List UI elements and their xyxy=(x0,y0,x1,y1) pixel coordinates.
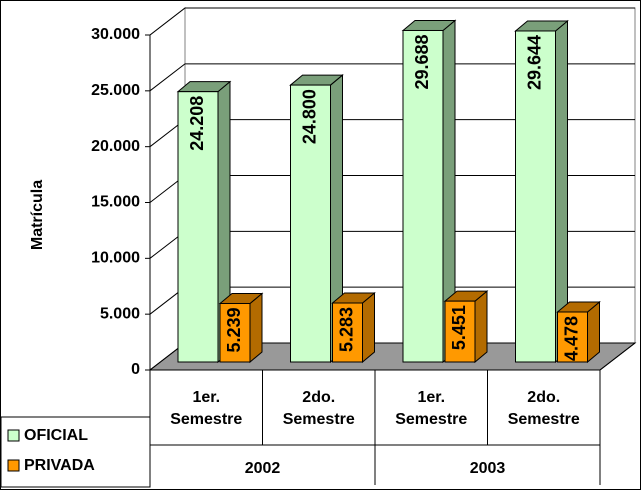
grid-line xyxy=(149,7,635,36)
value-label: 5.239 xyxy=(224,307,244,352)
x-tick-label: 2do. Semestre xyxy=(282,389,355,428)
bar xyxy=(177,91,219,363)
grid-line xyxy=(149,63,635,92)
y-tick-label: 20.000 xyxy=(91,138,140,155)
y-tick-label: 5.000 xyxy=(100,305,140,322)
bar xyxy=(402,29,444,363)
legend-label: OFICIAL xyxy=(24,427,88,444)
y-axis-label: Matrícula xyxy=(29,180,46,250)
x-tick-label: 2do. Semestre xyxy=(507,389,580,428)
legend-swatch xyxy=(7,429,20,442)
y-tick-label: 0 xyxy=(131,361,140,378)
value-label: 29.644 xyxy=(524,35,544,90)
y-tick-label: 25.000 xyxy=(91,82,140,99)
value-label: 5.283 xyxy=(336,307,356,352)
bar-side xyxy=(249,292,263,364)
x-tick-label: 1er. Semestre xyxy=(395,389,468,428)
bar xyxy=(332,302,363,363)
bar xyxy=(290,84,331,363)
value-label: 24.208 xyxy=(187,96,207,151)
group-label: 2002 xyxy=(244,460,281,477)
bar xyxy=(557,311,588,363)
y-tick-label: 30.000 xyxy=(91,26,140,43)
x-tick-label: 1er. Semestre xyxy=(170,389,243,428)
bar-side xyxy=(474,290,488,364)
bar xyxy=(515,30,556,363)
bar-side xyxy=(362,291,375,364)
value-label: 29.688 xyxy=(412,34,432,89)
group-label: 2003 xyxy=(469,460,506,477)
y-tick-label: 10.000 xyxy=(91,250,140,267)
legend-label: PRIVADA xyxy=(24,457,95,474)
legend-swatch xyxy=(7,459,20,472)
value-label: 24.800 xyxy=(299,89,319,144)
legend-box xyxy=(0,416,151,488)
table-line xyxy=(599,342,636,371)
bar xyxy=(444,300,476,363)
value-label: 4.478 xyxy=(561,316,581,361)
value-label: 5.451 xyxy=(449,305,469,350)
y-tick-label: 15.000 xyxy=(91,194,140,211)
bar xyxy=(219,302,251,363)
